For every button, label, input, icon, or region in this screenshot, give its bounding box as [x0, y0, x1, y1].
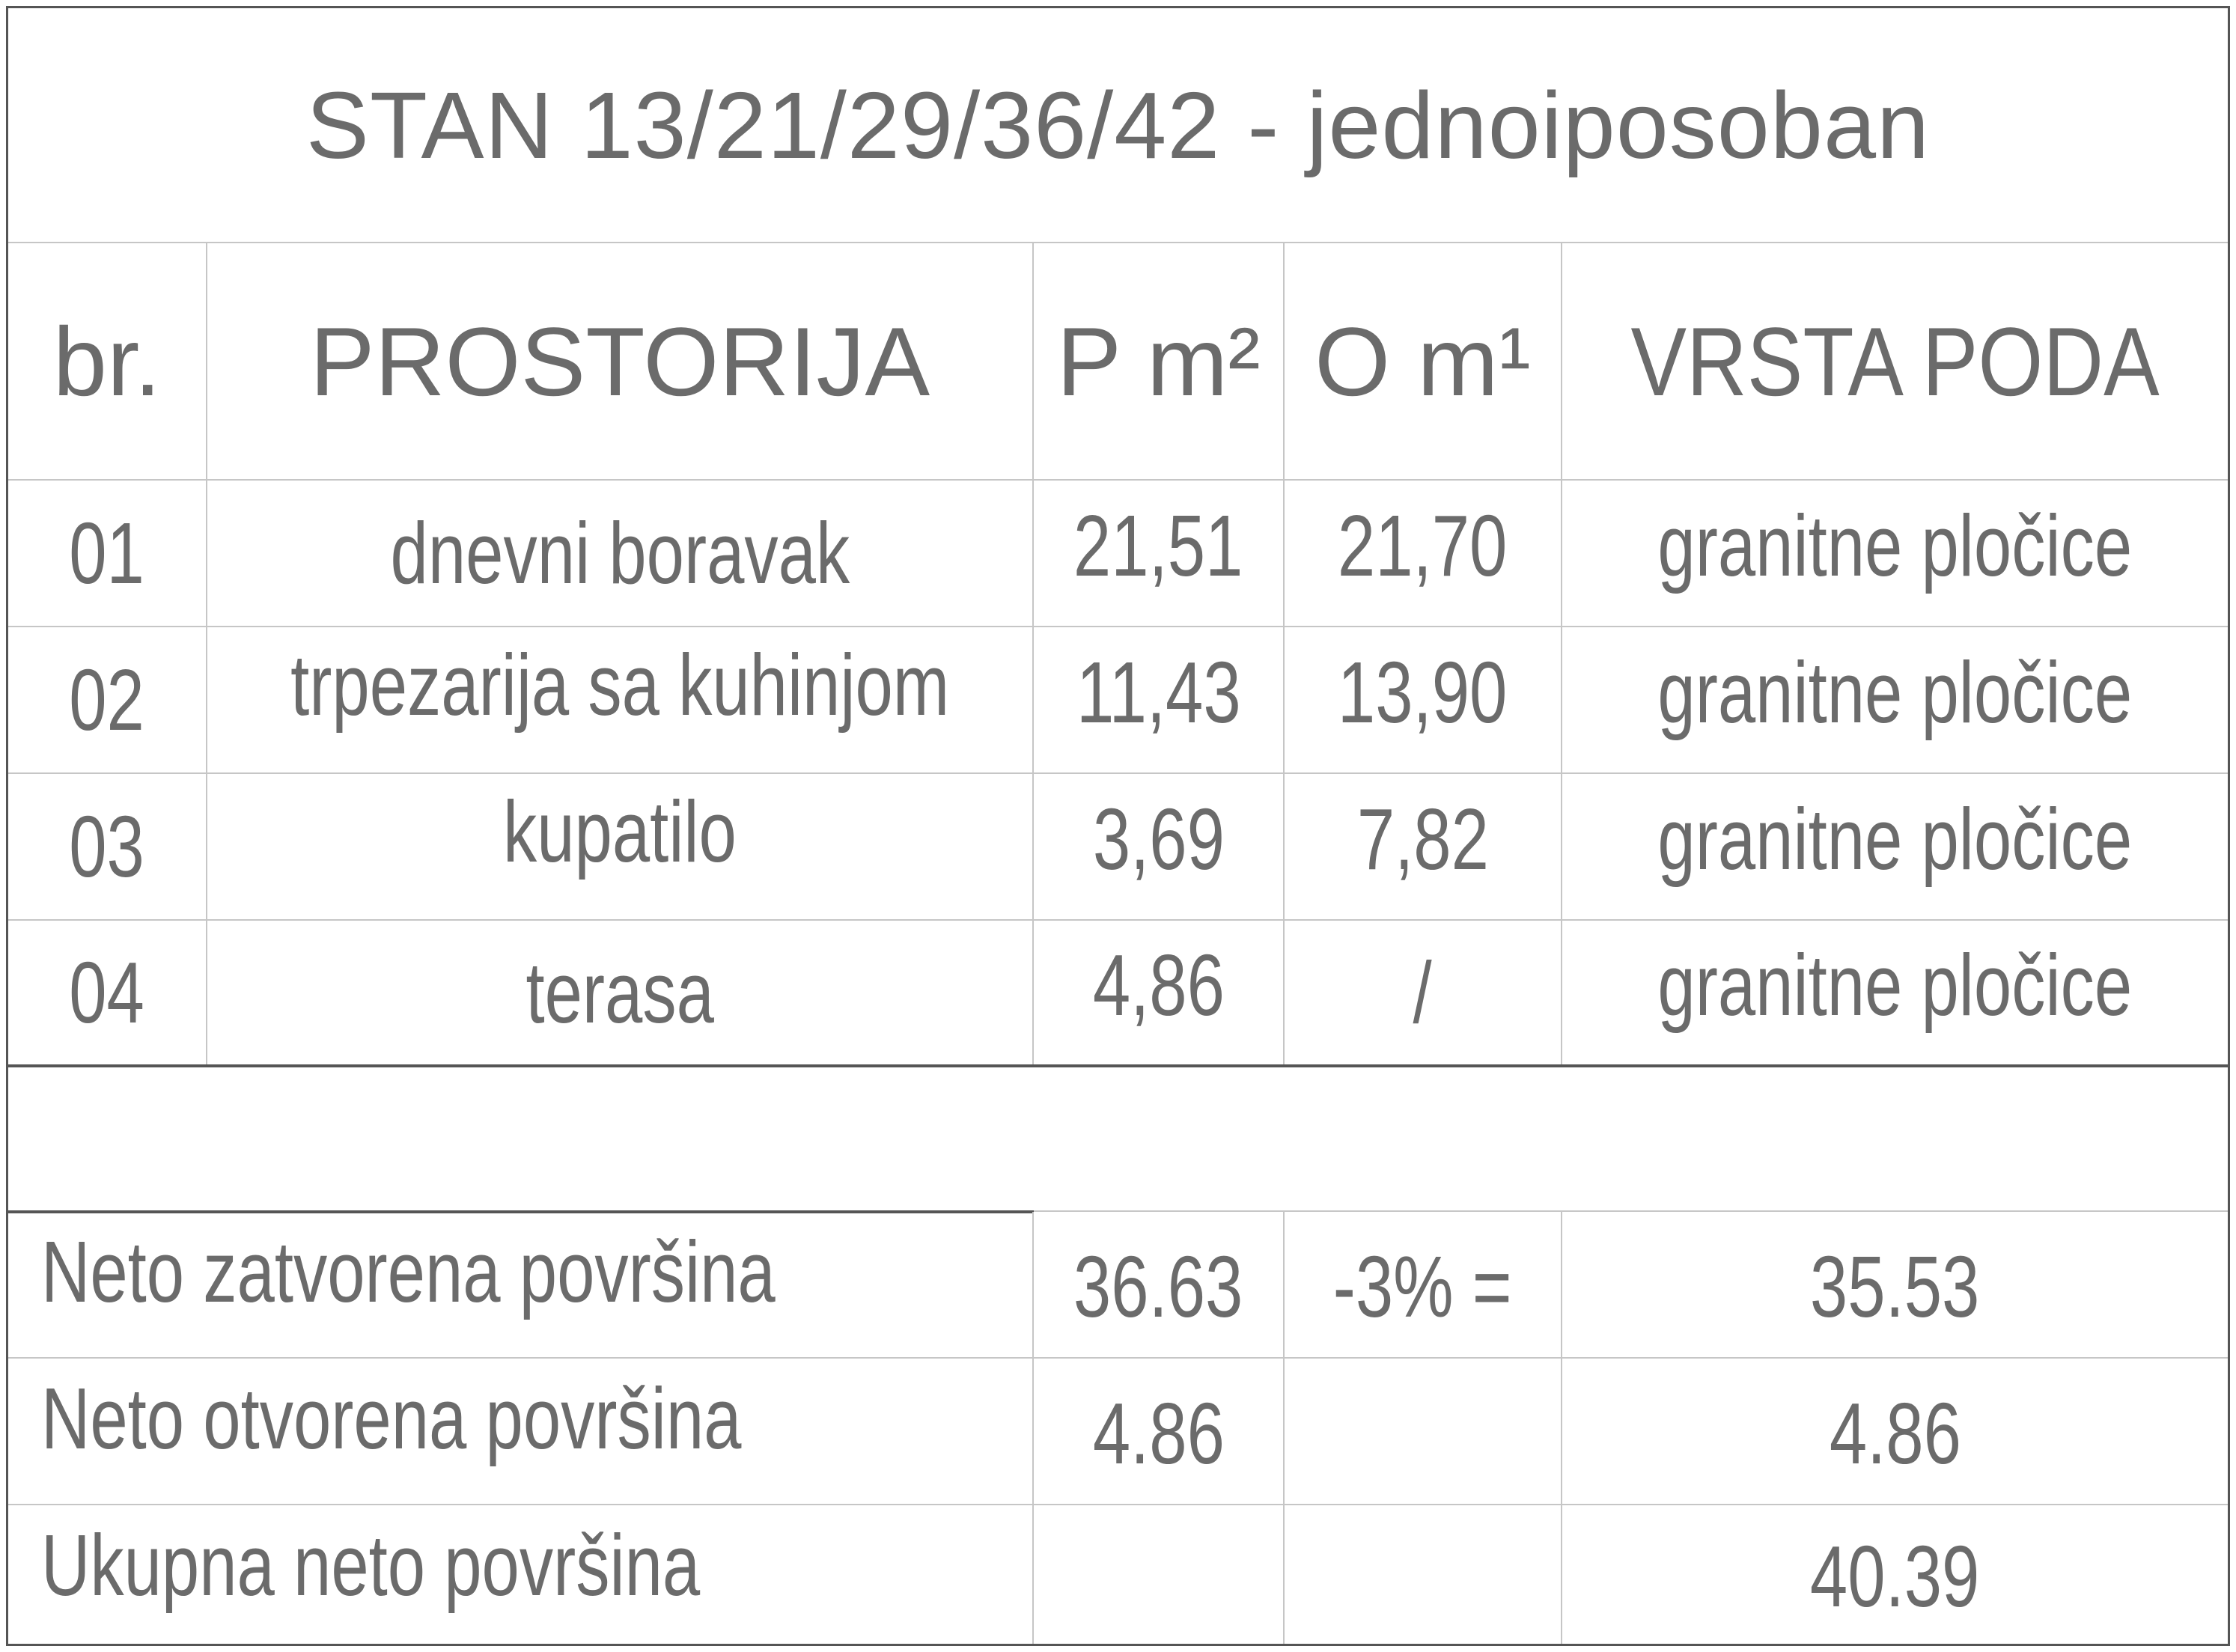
row-floor-type: granitne pločice: [1657, 790, 2133, 888]
row-perimeter-value: 21,70: [1338, 497, 1508, 594]
row-area-cell: 21,51: [1034, 473, 1283, 618]
totals-label: Ukupna neto površina: [41, 1517, 701, 1614]
col-rule-totals-modifier: [1561, 1212, 1562, 1644]
header-floor-type-label: VRSTA PODA: [1630, 306, 2160, 416]
rule-total-1-bottom: [8, 1357, 2228, 1359]
header-number-label: br.: [52, 306, 162, 416]
col-rule-number: [206, 243, 207, 1064]
totals-row: Neto zatvorena površina: [8, 1198, 1032, 1345]
row-perimeter-cell: 13,90: [1285, 620, 1561, 765]
header-area: P m²: [1034, 243, 1283, 479]
rule-title-bottom: [8, 242, 2228, 243]
header-area-label: P m²: [1056, 306, 1261, 416]
rule-row-2-bottom: [8, 772, 2228, 774]
row-floor-cell: granitne pločice: [1562, 620, 2228, 765]
row-area-value: 4,86: [1092, 936, 1225, 1034]
totals-area-value: 4.86: [1092, 1385, 1225, 1482]
totals-label: Neto zatvorena površina: [41, 1223, 776, 1320]
row-room-name: trpezarija sa kuhinjom: [290, 636, 950, 734]
row-area-cell: 3,69: [1034, 766, 1283, 912]
row-room-cell: kupatilo: [207, 759, 1032, 904]
totals-result-value: 40.39: [1810, 1527, 1980, 1625]
header-perimeter: O m¹: [1285, 243, 1561, 479]
totals-area-cell: 4.86: [1034, 1360, 1283, 1507]
col-rule-area: [1283, 243, 1285, 1064]
totals-row: Neto otvorena površina: [8, 1345, 1032, 1492]
col-rule-perimeter: [1561, 243, 1562, 1064]
row-room-name: terasa: [526, 944, 714, 1041]
row-number: 01: [69, 505, 145, 602]
row-area-value: 11,43: [1076, 644, 1241, 741]
row-perimeter-cell: 7,82: [1285, 766, 1561, 912]
row-floor-cell: granitne pločice: [1562, 473, 2228, 618]
col-rule-totals-area: [1283, 1212, 1285, 1644]
table-row: 04: [8, 921, 206, 1064]
row-floor-cell: granitne pločice: [1562, 913, 2228, 1057]
rule-totals-start-left: [8, 1210, 1034, 1213]
rule-row-1-bottom: [8, 626, 2228, 627]
totals-modifier-value: -3% =: [1333, 1238, 1512, 1335]
row-room-name: kupatilo: [503, 783, 737, 880]
header-room-label: PROSTORIJA: [309, 306, 930, 416]
header-room: PROSTORIJA: [207, 243, 1032, 479]
totals-result-value: 4.86: [1829, 1385, 1961, 1482]
totals-result-cell: 40.39: [1562, 1507, 2228, 1645]
totals-area-cell: [1034, 1505, 1283, 1644]
totals-area-cell: 36.63: [1034, 1213, 1283, 1360]
row-perimeter-value: 13,90: [1338, 644, 1508, 741]
row-perimeter-value: 7,82: [1356, 790, 1489, 888]
col-rule-totals-label: [1032, 1212, 1034, 1644]
header-perimeter-label: O m¹: [1315, 306, 1531, 416]
apartment-area-table: STAN 13/21/29/36/42 - jednoiposoban br. …: [6, 6, 2230, 1646]
totals-modifier-cell: [1285, 1505, 1561, 1644]
header-floor-type: VRSTA PODA: [1562, 243, 2228, 479]
col-rule-room: [1032, 243, 1034, 1064]
rule-header-bottom: [8, 479, 2228, 481]
row-perimeter-cell: 21,70: [1285, 473, 1561, 618]
row-floor-cell: granitne pločice: [1562, 766, 2228, 912]
rule-rooms-end: [8, 1064, 2228, 1067]
totals-result-cell: 4.86: [1562, 1360, 2228, 1507]
header-number: br.: [8, 243, 206, 479]
row-floor-type: granitne pločice: [1657, 644, 2133, 741]
row-area-value: 3,69: [1092, 790, 1225, 888]
rule-total-2-bottom: [8, 1504, 2228, 1505]
row-room-cell: terasa: [207, 921, 1032, 1064]
row-number: 04: [69, 944, 145, 1041]
row-floor-type: granitne pločice: [1657, 936, 2133, 1034]
row-room-cell: dnevni boravak: [207, 481, 1032, 626]
totals-modifier-cell: -3% =: [1285, 1213, 1561, 1360]
totals-row: Ukupna neto površina: [8, 1492, 1032, 1639]
totals-result-value: 35.53: [1810, 1238, 1980, 1335]
row-room-cell: trpezarija sa kuhinjom: [207, 612, 1032, 758]
table-row: 02: [8, 627, 206, 772]
totals-result-cell: 35.53: [1562, 1213, 2228, 1360]
row-area-cell: 4,86: [1034, 913, 1283, 1057]
row-area-cell: 11,43: [1034, 620, 1283, 765]
row-floor-type: granitne pločice: [1657, 497, 2133, 594]
totals-modifier-cell: [1285, 1360, 1561, 1507]
table-row: 03: [8, 774, 206, 919]
table-row: 01: [8, 481, 206, 626]
totals-label: Neto otvorena površina: [41, 1370, 742, 1467]
row-perimeter-cell: /: [1285, 921, 1561, 1064]
table-title-text: STAN 13/21/29/36/42 - jednoiposoban: [305, 72, 1931, 178]
row-room-name: dnevni boravak: [390, 505, 850, 602]
row-area-value: 21,51: [1073, 497, 1243, 594]
rule-totals-start-right: [1034, 1210, 2228, 1212]
rule-row-3-bottom: [8, 919, 2228, 921]
row-number: 02: [69, 651, 145, 749]
totals-area-value: 36.63: [1073, 1238, 1243, 1335]
row-perimeter-value: /: [1413, 944, 1433, 1041]
row-number: 03: [69, 798, 145, 895]
table-title: STAN 13/21/29/36/42 - jednoiposoban: [8, 8, 2228, 242]
